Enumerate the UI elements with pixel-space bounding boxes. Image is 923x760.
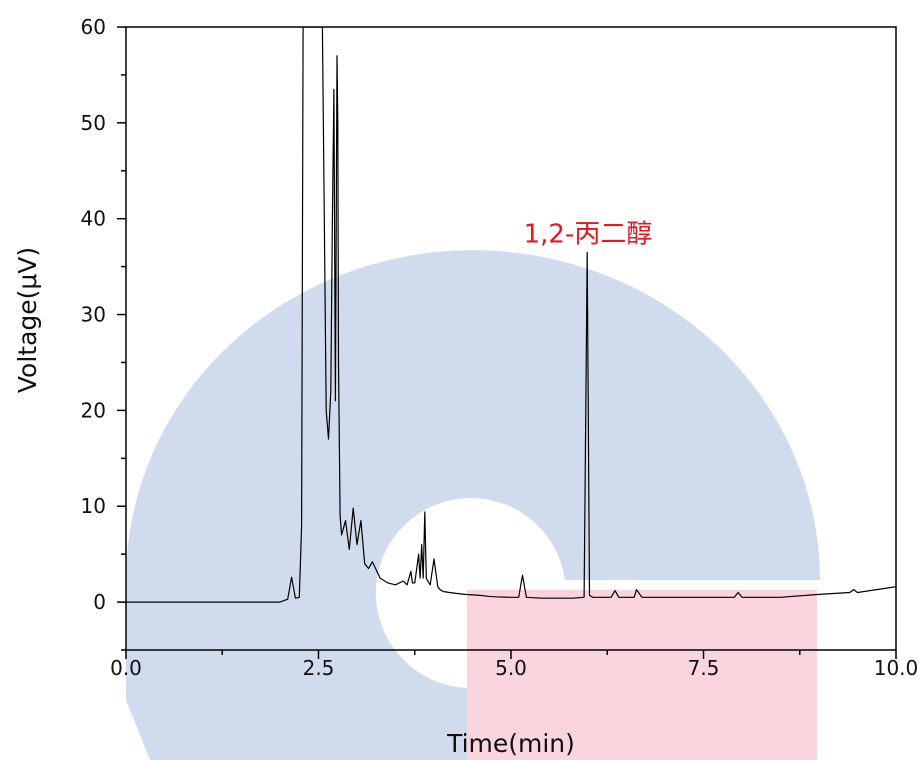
y-axis-title: Voltage(μV)	[13, 247, 42, 393]
watermark-arc	[126, 250, 820, 760]
x-tick-label: 10.0	[874, 656, 919, 680]
y-tick-label: 40	[81, 207, 106, 231]
watermark-block	[467, 590, 817, 760]
y-tick-label: 0	[93, 590, 106, 614]
x-tick-label: 2.5	[303, 656, 335, 680]
peak-annotation: 1,2-丙二醇	[524, 220, 653, 250]
x-tick-labels: 0.0 2.5 5.0 7.5 10.0	[110, 656, 918, 680]
x-tick-label: 5.0	[495, 656, 527, 680]
y-tick-labels: 0 10 20 30 40 50 60	[81, 15, 106, 614]
watermark-logo	[126, 250, 820, 760]
y-tick-label: 50	[81, 111, 106, 135]
y-tick-label: 10	[81, 494, 106, 518]
chromatogram-trace	[126, 27, 896, 603]
x-axis-title: Time(min)	[446, 729, 575, 758]
x-tick-label: 7.5	[688, 656, 720, 680]
y-tick-label: 60	[81, 15, 106, 39]
y-tick-label: 20	[81, 398, 106, 422]
x-tick-label: 0.0	[110, 656, 142, 680]
axis-ticks	[117, 26, 897, 659]
y-tick-label: 30	[81, 303, 106, 327]
